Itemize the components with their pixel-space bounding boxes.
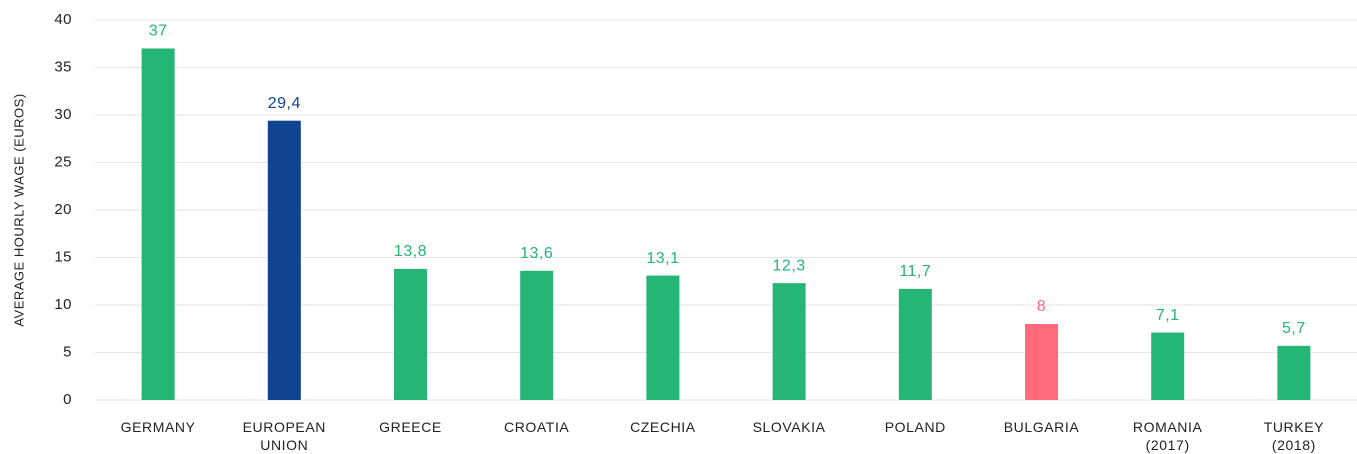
x-tick-label: CROATIA xyxy=(503,419,570,435)
value-label: 12,3 xyxy=(773,257,806,274)
x-tick-label: ROMANIA (2017) xyxy=(1132,419,1203,453)
bar xyxy=(394,268,427,400)
value-label: 29,4 xyxy=(268,95,301,112)
x-tick-label: GERMANY xyxy=(120,419,196,435)
value-label: 13,1 xyxy=(646,250,679,267)
y-axis-label: AVERAGE HOURLY WAGE (EUROS) xyxy=(11,93,26,326)
value-label: 11,7 xyxy=(899,263,931,280)
bar xyxy=(1151,332,1185,400)
y-tick-label: 30 xyxy=(54,106,72,123)
x-tick-label: CZECHIA xyxy=(630,419,696,435)
value-label: 37 xyxy=(149,23,168,40)
value-label: 8 xyxy=(1037,298,1046,315)
value-label: 5,7 xyxy=(1282,320,1306,337)
y-tick-label: 5 xyxy=(63,343,72,360)
bar xyxy=(141,48,175,400)
x-tick-label: SLOVAKIA xyxy=(752,419,826,435)
bar xyxy=(772,283,806,400)
bar xyxy=(1277,345,1311,400)
y-tick-label: 0 xyxy=(63,391,72,408)
bar xyxy=(1025,324,1058,400)
bar xyxy=(267,120,301,400)
bar xyxy=(520,270,554,400)
y-tick-label: 35 xyxy=(54,58,72,75)
y-tick-label: 40 xyxy=(54,11,72,28)
bar xyxy=(898,288,932,400)
x-tick-label: EUROPEAN UNION xyxy=(242,419,326,453)
value-label: 13,8 xyxy=(394,243,427,260)
y-tick-label: 25 xyxy=(54,153,72,170)
y-tick-label: 15 xyxy=(54,248,72,265)
bar xyxy=(646,275,680,400)
value-label: 13,6 xyxy=(520,245,553,262)
x-tick-label: POLAND xyxy=(884,419,946,435)
value-label: 7,1 xyxy=(1156,307,1180,324)
x-tick-label: BULGARIA xyxy=(1003,419,1080,435)
y-tick-label: 20 xyxy=(54,201,72,218)
x-tick-label: TURKEY (2018) xyxy=(1263,419,1325,453)
y-tick-label: 10 xyxy=(54,296,72,313)
x-tick-label: GREECE xyxy=(379,419,442,435)
